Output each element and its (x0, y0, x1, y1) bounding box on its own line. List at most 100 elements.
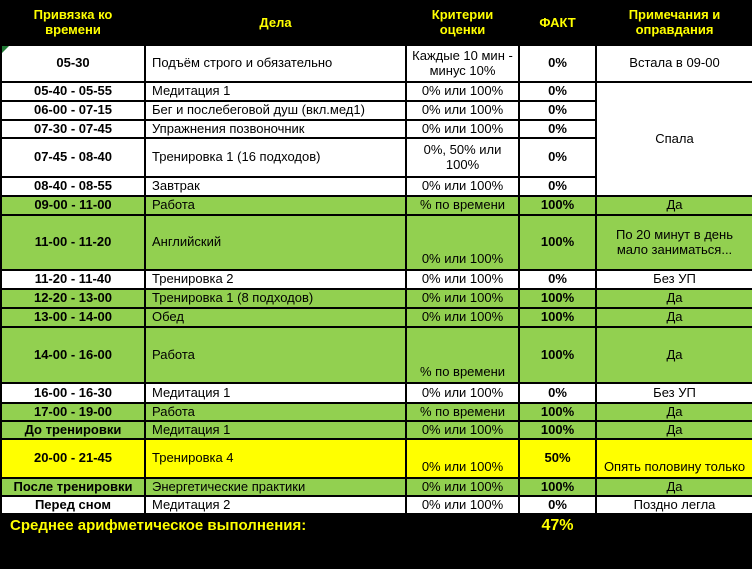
criteria-cell[interactable]: 0% или 100% (405, 495, 520, 515)
task-cell[interactable]: Тренировка 4 (144, 438, 407, 479)
notes-cell[interactable]: Да (595, 195, 752, 216)
column-header-time[interactable]: Привязка ко времени (0, 0, 146, 46)
time-cell[interactable]: 05-30 (0, 44, 146, 83)
notes-cell[interactable]: Да (595, 307, 752, 328)
notes-cell[interactable]: Да (595, 402, 752, 422)
criteria-cell[interactable]: % по времени (405, 402, 520, 422)
time-cell[interactable]: 05-40 - 05-55 (0, 81, 146, 102)
criteria-cell[interactable]: 0% или 100% (405, 288, 520, 309)
time-cell[interactable]: 20-00 - 21-45 (0, 438, 146, 479)
summary-row: Среднее арифметическое выполнения: 47% (0, 513, 752, 539)
fact-cell[interactable]: 50% (518, 438, 597, 479)
fact-cell[interactable]: 0% (518, 137, 597, 178)
time-cell[interactable]: 14-00 - 16-00 (0, 326, 146, 384)
fact-cell[interactable]: 100% (518, 214, 597, 271)
summary-label-cell[interactable]: Среднее арифметическое выполнения: (0, 513, 520, 539)
fact-cell[interactable]: 0% (518, 100, 597, 121)
notes-cell[interactable]: По 20 минут в день мало заниматься... (595, 214, 752, 271)
criteria-cell[interactable]: % по времени (405, 326, 520, 384)
summary-value-cell[interactable]: 47% (518, 513, 597, 539)
time-cell[interactable]: 13-00 - 14-00 (0, 307, 146, 328)
criteria-cell[interactable]: 0% или 100% (405, 420, 520, 440)
criteria-cell[interactable]: 0% или 100% (405, 307, 520, 328)
time-cell[interactable]: 12-20 - 13-00 (0, 288, 146, 309)
notes-cell[interactable]: Без УП (595, 382, 752, 404)
fact-cell[interactable]: 0% (518, 44, 597, 83)
criteria-cell[interactable]: 0% или 100% (405, 269, 520, 290)
notes-cell[interactable]: Да (595, 477, 752, 497)
notes-cell[interactable]: Да (595, 326, 752, 384)
fact-cell[interactable]: 100% (518, 288, 597, 309)
notes-cell[interactable]: Встала в 09-00 (595, 44, 752, 83)
column-header-notes[interactable]: Примечания и оправдания (595, 0, 752, 46)
time-cell[interactable]: 07-45 - 08-40 (0, 137, 146, 178)
task-cell[interactable]: Упражнения позвоночник (144, 119, 407, 139)
task-cell[interactable]: Энергетические практики (144, 477, 407, 497)
task-cell[interactable]: Медитация 1 (144, 420, 407, 440)
table-row: 11-20 - 11-40 Тренировка 2 0% или 100% 0… (0, 269, 752, 290)
time-cell[interactable]: До тренировки (0, 420, 146, 440)
time-cell[interactable]: 06-00 - 07-15 (0, 100, 146, 121)
time-cell[interactable]: 09-00 - 11-00 (0, 195, 146, 216)
fact-cell[interactable]: 100% (518, 420, 597, 440)
task-cell[interactable]: Медитация 1 (144, 382, 407, 404)
time-cell[interactable]: 16-00 - 16-30 (0, 382, 146, 404)
summary-spacer-cell[interactable] (595, 513, 752, 539)
time-cell[interactable]: После тренировки (0, 477, 146, 497)
task-cell[interactable]: Тренировка 2 (144, 269, 407, 290)
criteria-cell[interactable]: 0% или 100% (405, 382, 520, 404)
time-cell[interactable]: Перед сном (0, 495, 146, 515)
fact-cell[interactable]: 100% (518, 402, 597, 422)
criteria-cell[interactable]: 0% или 100% (405, 100, 520, 121)
fact-cell[interactable]: 100% (518, 477, 597, 497)
fact-cell[interactable]: 0% (518, 269, 597, 290)
fact-cell[interactable]: 100% (518, 195, 597, 216)
table-row: 16-00 - 16-30 Медитация 1 0% или 100% 0%… (0, 382, 752, 404)
task-cell[interactable]: Подъём строго и обязательно (144, 44, 407, 83)
fact-cell[interactable]: 0% (518, 119, 597, 139)
notes-cell[interactable]: Без УП (595, 269, 752, 290)
notes-cell-merged[interactable]: Спала (595, 81, 752, 197)
column-header-criteria[interactable]: Критерии оценки (405, 0, 520, 46)
criteria-cell[interactable]: 0% или 100% (405, 176, 520, 197)
criteria-cell[interactable]: 0%, 50% или 100% (405, 137, 520, 178)
notes-cell[interactable]: Поздно легла (595, 495, 752, 515)
task-cell[interactable]: Работа (144, 402, 407, 422)
task-cell[interactable]: Работа (144, 326, 407, 384)
criteria-cell[interactable]: 0% или 100% (405, 81, 520, 102)
task-cell[interactable]: Медитация 1 (144, 81, 407, 102)
task-cell[interactable]: Обед (144, 307, 407, 328)
criteria-cell[interactable]: 0% или 100% (405, 119, 520, 139)
time-cell[interactable]: 11-20 - 11-40 (0, 269, 146, 290)
cell-corner-triangle-icon (3, 47, 9, 53)
criteria-cell[interactable]: 0% или 100% (405, 438, 520, 479)
time-cell[interactable]: 07-30 - 07-45 (0, 119, 146, 139)
time-cell[interactable]: 08-40 - 08-55 (0, 176, 146, 197)
time-cell[interactable]: 11-00 - 11-20 (0, 214, 146, 271)
fact-cell[interactable]: 0% (518, 382, 597, 404)
column-header-fact[interactable]: ФАКТ (518, 0, 597, 46)
notes-cell[interactable]: Да (595, 288, 752, 309)
header-row: Привязка ко времени Дела Критерии оценки… (0, 0, 752, 46)
criteria-cell[interactable]: Каждые 10 мин - минус 10% (405, 44, 520, 83)
task-cell[interactable]: Завтрак (144, 176, 407, 197)
task-cell[interactable]: Тренировка 1 (16 подходов) (144, 137, 407, 178)
schedule-table: Привязка ко времени Дела Критерии оценки… (0, 0, 752, 539)
fact-cell[interactable]: 100% (518, 307, 597, 328)
task-cell[interactable]: Тренировка 1 (8 подходов) (144, 288, 407, 309)
task-cell[interactable]: Медитация 2 (144, 495, 407, 515)
task-cell[interactable]: Бег и послебеговой душ (вкл.мед1) (144, 100, 407, 121)
notes-cell[interactable]: Опять половину только (595, 438, 752, 479)
criteria-cell[interactable]: % по времени (405, 195, 520, 216)
fact-cell[interactable]: 0% (518, 81, 597, 102)
criteria-cell[interactable]: 0% или 100% (405, 477, 520, 497)
time-cell[interactable]: 17-00 - 19-00 (0, 402, 146, 422)
criteria-cell[interactable]: 0% или 100% (405, 214, 520, 271)
task-cell[interactable]: Английский (144, 214, 407, 271)
fact-cell[interactable]: 100% (518, 326, 597, 384)
column-header-task[interactable]: Дела (144, 0, 407, 46)
notes-cell[interactable]: Да (595, 420, 752, 440)
fact-cell[interactable]: 0% (518, 495, 597, 515)
fact-cell[interactable]: 0% (518, 176, 597, 197)
task-cell[interactable]: Работа (144, 195, 407, 216)
